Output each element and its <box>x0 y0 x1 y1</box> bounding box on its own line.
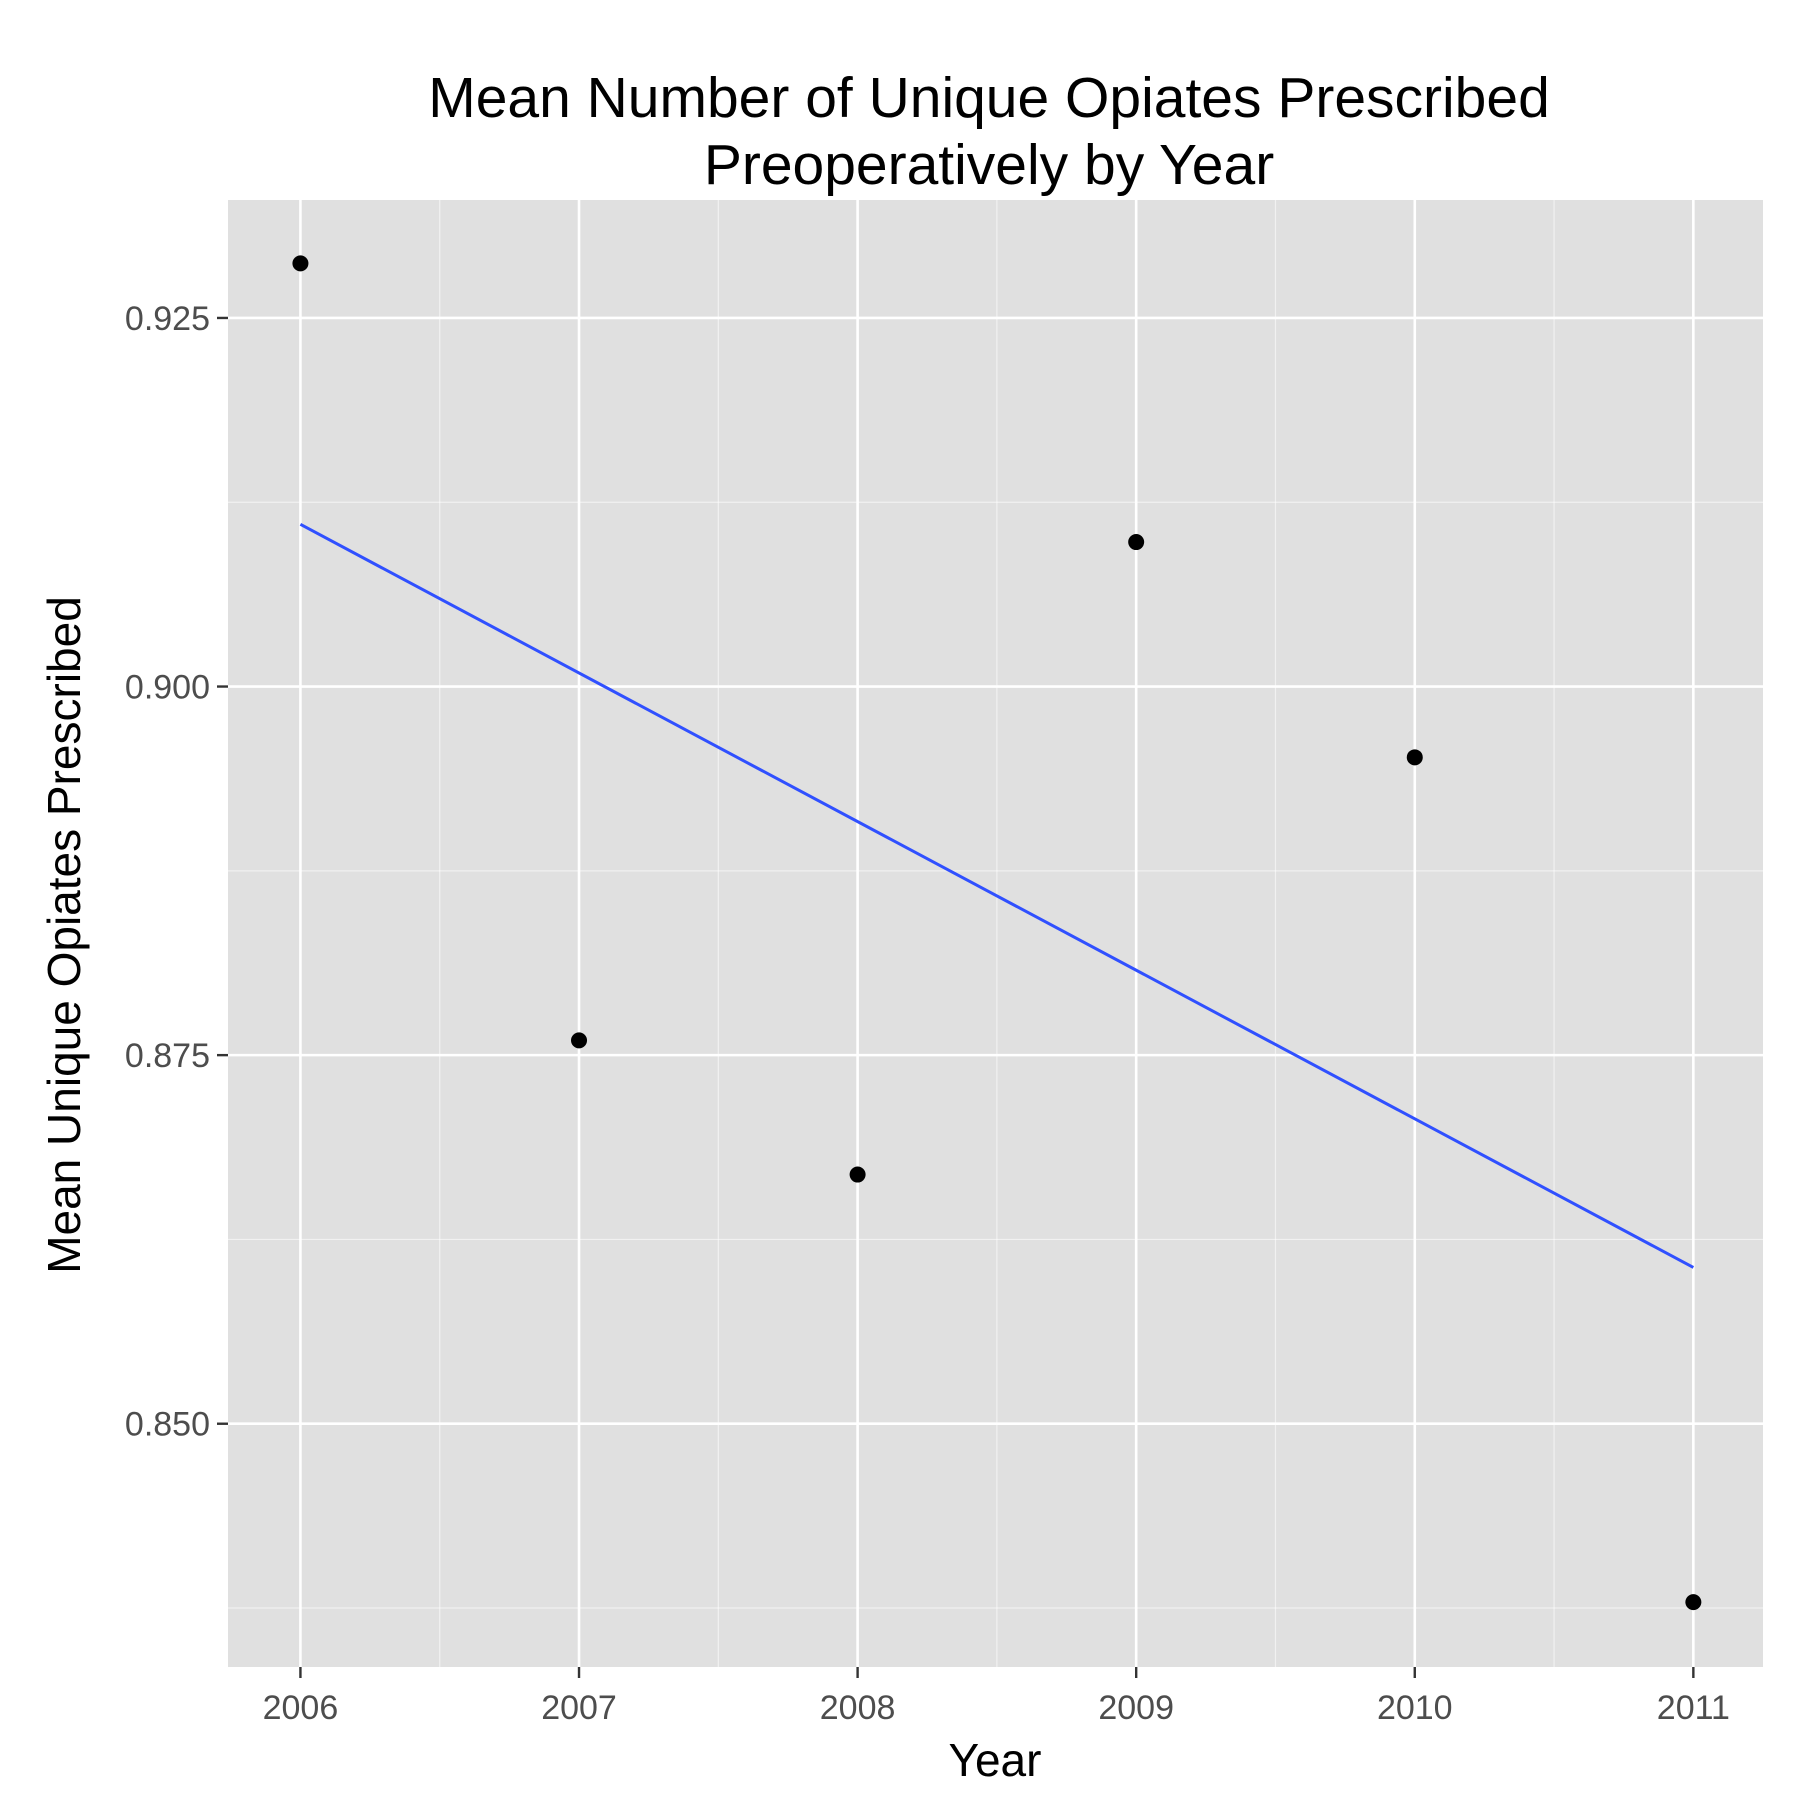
trend-line <box>299 523 1695 1269</box>
y-tick-label: 0.925 <box>125 300 210 338</box>
y-tick-label: 0.875 <box>125 1037 210 1075</box>
x-tick-label: 2009 <box>1098 1689 1174 1727</box>
x-tick-label: 2006 <box>263 1689 339 1727</box>
x-tick-label: 2010 <box>1377 1689 1453 1727</box>
data-points <box>292 255 1702 1611</box>
x-axis-title: Year <box>949 1734 1042 1786</box>
x-axis: 2006 2007 2008 2009 2010 2011 <box>263 1667 1730 1727</box>
minor-grid <box>228 200 1763 1667</box>
y-tick-label: 0.900 <box>125 669 210 707</box>
data-point <box>571 1032 588 1049</box>
y-axis-title: Mean Unique Opiates Prescribed <box>38 596 90 1274</box>
y-tick-label: 0.850 <box>125 1406 210 1444</box>
data-point <box>1406 749 1423 766</box>
x-tick-label: 2008 <box>820 1689 896 1727</box>
x-tick-label: 2007 <box>541 1689 617 1727</box>
plot-panel <box>228 200 1763 1667</box>
x-tick-label: 2011 <box>1657 1689 1730 1727</box>
major-grid <box>228 200 1763 1667</box>
data-point <box>292 255 309 272</box>
chart-title: Mean Number of Unique Opiates Prescribed <box>428 66 1550 130</box>
chart-subtitle: Preoperatively by Year <box>704 133 1274 197</box>
data-point <box>1128 534 1145 551</box>
data-point <box>1685 1594 1702 1611</box>
data-point <box>849 1166 866 1183</box>
y-axis: 0.850 0.875 0.900 0.925 <box>125 300 228 1444</box>
